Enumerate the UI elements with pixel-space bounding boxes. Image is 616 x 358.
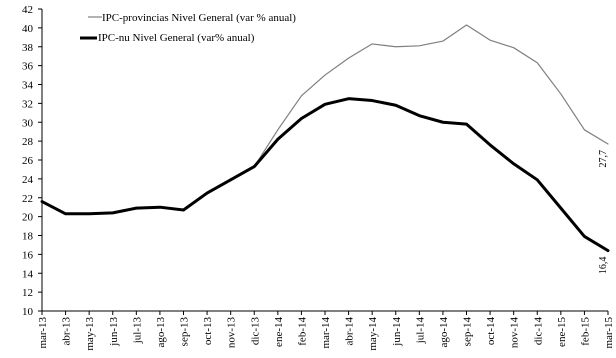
x-tick-label: nov-13 <box>226 317 238 349</box>
x-tick-label: jul-13 <box>131 317 143 345</box>
x-tick-label: nov-14 <box>509 317 521 349</box>
x-tick-label: ene-15 <box>556 317 568 347</box>
x-tick-label: may-13 <box>84 317 96 351</box>
y-tick-label: 12 <box>22 287 33 299</box>
x-tick-label: mar-14 <box>320 317 332 349</box>
y-tick-label: 38 <box>22 42 34 54</box>
x-tick-label: jul-14 <box>414 317 426 345</box>
x-tick-label: dic-14 <box>532 317 544 346</box>
x-tick-label: ago-14 <box>438 317 450 348</box>
x-tick-label: oct-13 <box>202 317 214 346</box>
data-label-0: 27,7 <box>598 150 609 168</box>
x-tick-label: dic-13 <box>249 317 261 346</box>
y-tick-label: 36 <box>22 61 34 73</box>
x-tick-label: mar-15 <box>603 317 615 349</box>
series-line-0 <box>253 24 609 168</box>
y-tick-label: 22 <box>22 193 33 205</box>
y-tick-label: 14 <box>22 268 34 280</box>
y-tick-label: 16 <box>22 249 34 261</box>
y-tick-label: 26 <box>22 155 34 167</box>
legend-label-ipc-provincias: IPC-provincias Nivel General (var % anua… <box>102 12 296 24</box>
series-line-1 <box>40 97 610 253</box>
data-label-1: 16,4 <box>598 257 609 275</box>
y-tick-label: 30 <box>22 117 34 129</box>
y-axis: 10 12 14 16 18 20 22 24 26 28 30 32 34 36 38 40 42 <box>22 4 43 318</box>
y-tick-label: 24 <box>22 174 34 186</box>
legend-label-ipc-nu: IPC-nu Nivel General (var% anual) <box>98 32 255 44</box>
y-tick-label: 32 <box>22 98 33 110</box>
y-tick-label: 40 <box>22 23 34 35</box>
y-tick-label: 20 <box>22 212 34 224</box>
x-tick-label: jun-14 <box>391 317 403 347</box>
series-layer <box>40 24 610 253</box>
x-tick-label: sep-14 <box>462 317 474 347</box>
legend: IPC-provincias Nivel General (var % anua… <box>80 12 296 44</box>
y-tick-label: 10 <box>22 306 34 318</box>
x-tick-label: ene-14 <box>273 317 285 347</box>
data-labels: 27,7 16,4 <box>598 150 609 274</box>
x-tick-label: ago-13 <box>155 317 167 348</box>
y-tick-label: 18 <box>22 231 34 243</box>
x-tick-label: may-14 <box>367 317 379 351</box>
x-tick-label: mar-13 <box>37 317 49 349</box>
y-tick-label: 28 <box>22 136 34 148</box>
x-axis: mar-13 abr-13 may-13 jun-13 jul-13 ago-13 sep-… <box>37 310 615 351</box>
y-tick-label: 42 <box>22 4 33 16</box>
y-tick-label: 34 <box>22 80 34 92</box>
x-tick-label: abr-13 <box>61 317 73 346</box>
x-tick-label: abr-14 <box>344 317 356 346</box>
x-tick-label: feb-14 <box>296 317 308 346</box>
x-tick-label: feb-15 <box>579 317 591 346</box>
x-tick-label: sep-13 <box>179 317 191 347</box>
x-tick-label: jun-13 <box>108 317 120 347</box>
x-tick-label: oct-14 <box>485 317 497 346</box>
